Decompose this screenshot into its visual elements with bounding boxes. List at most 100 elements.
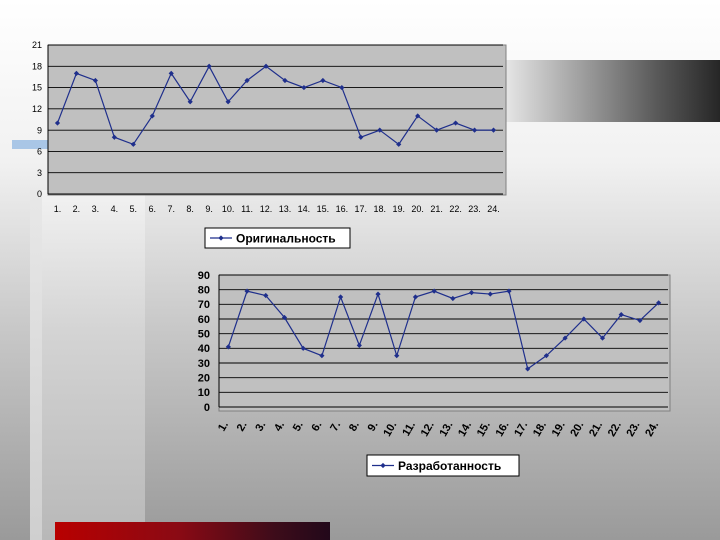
chart2-x-tick-label: 4. [272, 420, 287, 434]
chart1-data-point [244, 77, 250, 84]
chart1-x-tick-label: 9. [205, 204, 213, 214]
chart2-x-tick-label: 8. [347, 420, 362, 434]
chart2-y-tick-label: 50 [198, 329, 210, 341]
decorative-red-bar-bottom [55, 522, 330, 540]
chart2-data-point [656, 300, 662, 306]
chart1-y-tick-label: 15 [32, 83, 42, 93]
chart1-data-point [434, 127, 440, 133]
chart2-y-tick-label: 20 [198, 373, 210, 385]
chart1-x-tick-label: 15. [317, 204, 330, 214]
chart1-x-tick-label: 4. [111, 204, 119, 214]
chart2-y-tick-label: 60 [198, 314, 210, 326]
chart1-x-tick-label: 13. [279, 204, 292, 214]
chart1-x-tick-label: 10. [222, 204, 235, 214]
chart2-x-tick-label: 3. [253, 420, 268, 434]
chart1-y-tick-label: 12 [32, 104, 42, 114]
chart1-x-tick-label: 22. [449, 204, 462, 214]
chart2-data-point [263, 292, 269, 299]
chart1-legend-marker [218, 235, 224, 241]
chart2-data-point [338, 294, 344, 300]
chart2-data-point [487, 291, 493, 297]
chart1-x-tick-label: 11. [241, 204, 253, 214]
chart2-y-tick-label: 30 [198, 358, 210, 370]
chart1-series-line [56, 65, 494, 146]
chart1-data-point [73, 70, 80, 76]
chart1-data-point [301, 84, 307, 91]
chart1-data-point [263, 63, 269, 69]
chart1-x-tick-label: 18. [374, 204, 387, 214]
chart1-data-point [54, 120, 61, 126]
chart2-data-point [581, 316, 587, 322]
chart2-x-tick-label: 11. [400, 420, 418, 439]
chart1-x-tick-label: 20. [411, 204, 424, 214]
chart2-data-point [412, 294, 419, 300]
chart2-y-tick-label: 70 [198, 299, 210, 311]
chart2-data-point [431, 288, 437, 294]
chart2-x-tick-label: 21. [587, 420, 605, 439]
chart1-y-tick-label: 21 [32, 40, 42, 50]
chart2-x-tick-label: 23. [624, 420, 642, 439]
chart1-data-point [149, 113, 155, 119]
chart1-legend-box [204, 227, 351, 249]
chart2-x-tick-label: 1. [216, 420, 231, 434]
chart1-x-tick-label: 1. [54, 204, 62, 214]
chart2-data-point [225, 344, 231, 350]
chart2-x-tick-label: 17. [512, 420, 530, 439]
chart2-data-point [543, 353, 549, 359]
chart1-legend-label: Оригинальность [236, 232, 336, 246]
chart2-x-tick-label: 5. [291, 420, 306, 434]
chart2-x-tick-label: 7. [328, 420, 343, 434]
chart1-data-point [358, 134, 364, 140]
chart1-x-tick-label: 3. [92, 204, 100, 214]
chart2-data-point [637, 317, 643, 324]
chart1-x-tick-label: 5. [130, 204, 138, 214]
chart2-data-point [356, 342, 362, 348]
chart1-x-tick-label: 2. [73, 204, 81, 214]
chart1-x-tick-label: 7. [167, 204, 175, 214]
chart1-y-tick-label: 0 [37, 189, 42, 199]
chart2-x-tick-label: 20. [568, 420, 586, 439]
chart2-x-tick-label: 13. [437, 420, 455, 439]
chart1-y-tick-label: 6 [37, 147, 42, 157]
chart1-data-point [225, 99, 231, 105]
decorative-blue-tab [12, 140, 50, 149]
chart2-legend-box [366, 454, 520, 477]
chart1-x-tick-label: 23. [468, 204, 481, 214]
chart2-data-point [450, 295, 456, 302]
chart1-y-tick-label: 18 [32, 61, 42, 71]
chart2-data-point [599, 335, 606, 341]
chart2-data-point [375, 291, 381, 297]
chart1-data-point [130, 141, 136, 147]
chart2-plot-area [218, 274, 671, 412]
chart1-data-point [206, 63, 212, 69]
chart2-y-tick-label: 80 [198, 285, 210, 297]
chart1-x-tick-label: 21. [430, 204, 443, 214]
decorative-gradient-bar-top [505, 60, 720, 122]
chart2-x-tick-label: 2. [235, 420, 250, 434]
chart2-data-point [618, 312, 624, 318]
chart2-data-point [525, 366, 531, 372]
chart2-legend-label: Разработанность [398, 459, 501, 473]
chart2-x-tick-label: 18. [531, 420, 549, 439]
chart1-x-tick-label: 12. [260, 204, 273, 214]
chart2-x-tick-label: 19. [550, 420, 568, 439]
chart1-x-tick-label: 6. [149, 204, 157, 214]
chart1-x-tick-label: 14. [298, 204, 311, 214]
chart1-data-point [187, 99, 193, 105]
chart1-x-tick-label: 24. [487, 204, 500, 214]
chart2-series-line [227, 290, 660, 370]
chart1-data-point [396, 141, 402, 147]
decorative-left-panel [30, 190, 145, 540]
chart2-data-point [468, 290, 475, 296]
chart2-x-tick-label: 12. [419, 420, 437, 439]
chart2-data-point [319, 353, 325, 359]
chart1-data-point [415, 113, 421, 119]
chart2-data-point [281, 314, 288, 321]
chart1-data-point [111, 134, 117, 140]
chart2-y-tick-label: 90 [198, 270, 210, 282]
chart2-x-tick-label: 15. [475, 420, 493, 439]
chart1-data-point [92, 77, 98, 84]
chart2-data-point [506, 288, 512, 294]
chart2-y-tick-label: 10 [198, 387, 210, 399]
chart2-y-tick-label: 0 [204, 402, 210, 414]
